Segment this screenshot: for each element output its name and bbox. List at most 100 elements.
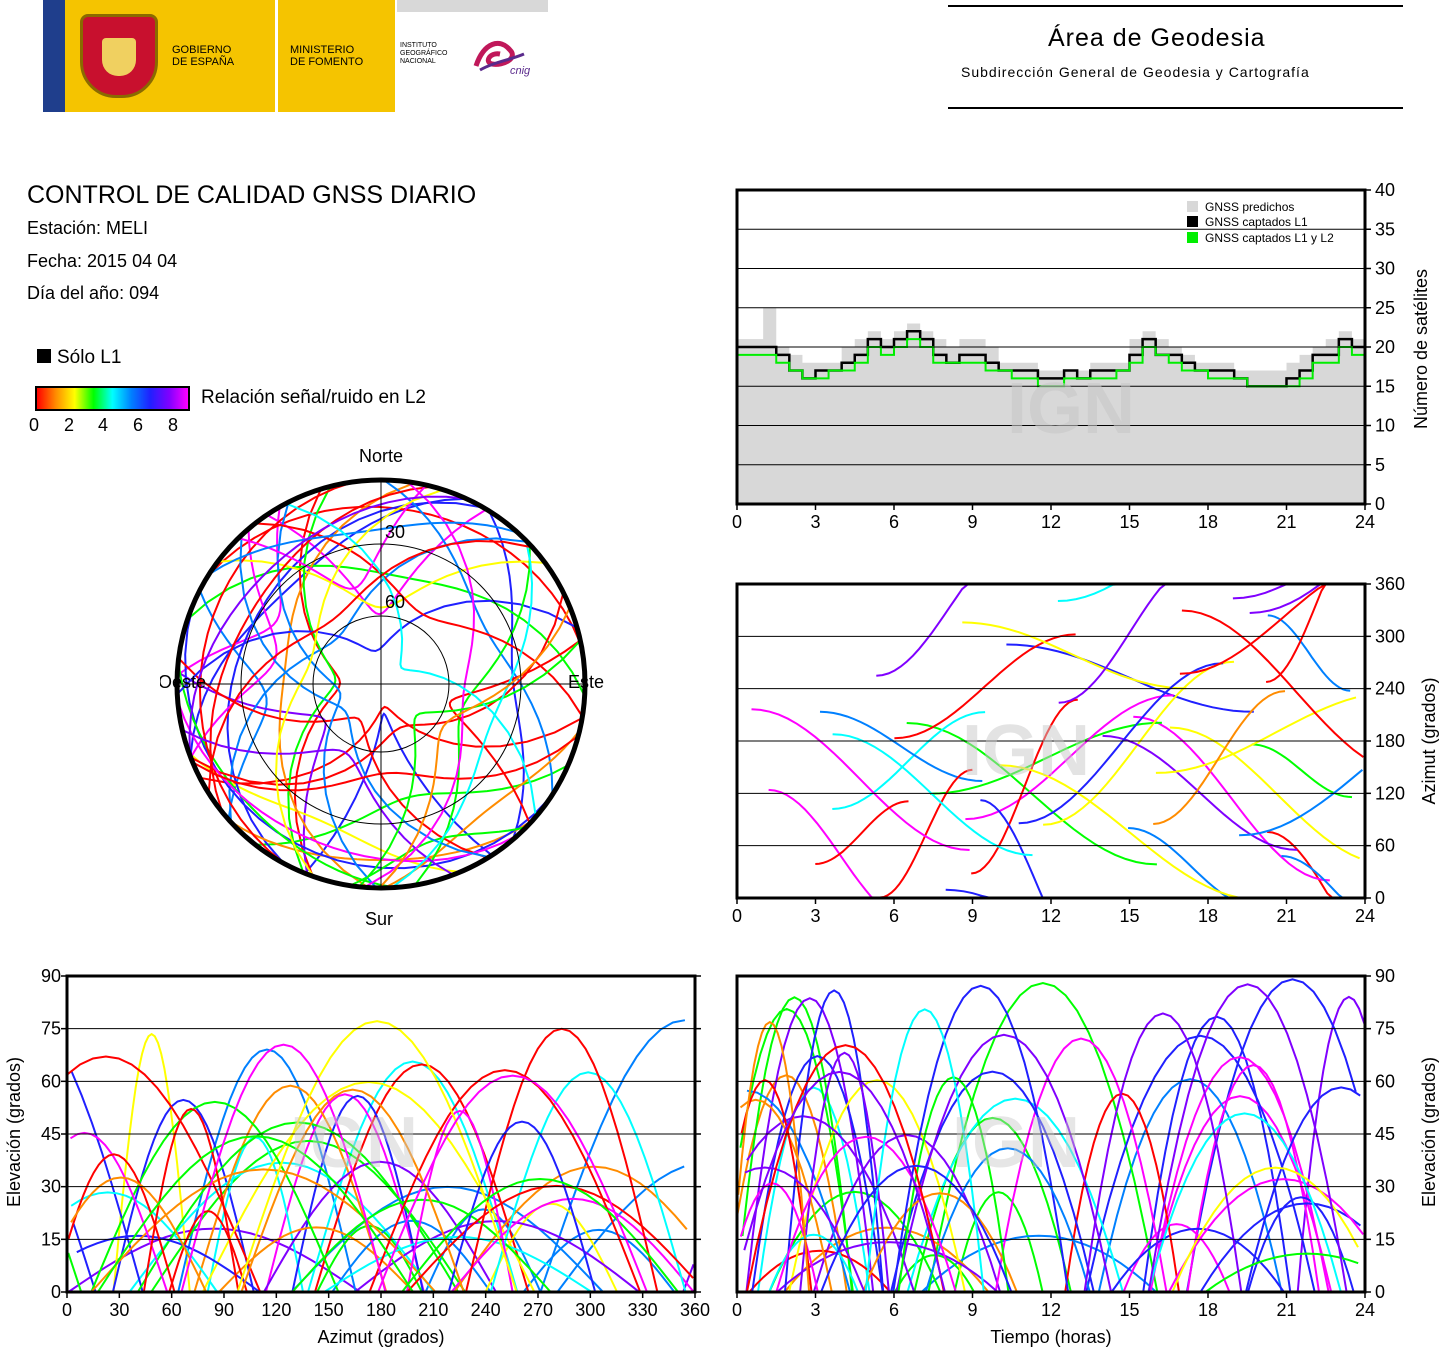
area-title: Área de Geodesia bbox=[1048, 24, 1266, 52]
satellite-elevation-track bbox=[1296, 995, 1366, 1293]
satellite-track bbox=[930, 721, 1162, 795]
azimuth-time-ticks: 0 60 120 180 240 300 360 0 3 6 9 12 15 18 21 24 bbox=[732, 574, 1405, 926]
skyplot-traces bbox=[176, 479, 586, 889]
satellite-skytrack bbox=[76, 1234, 261, 1293]
sat-count-legend: GNSS predichos GNSS captados L1 GNSS cap… bbox=[1187, 200, 1334, 245]
ministerio-logo-panel bbox=[278, 0, 395, 112]
skyplot-chart: Norte Sur Este Oeste 30 60 bbox=[160, 446, 604, 929]
elevation-time-ticks: 0 15 30 45 60 75 90 0 3 6 9 12 15 18 21 24 bbox=[732, 966, 1395, 1320]
satellite-polar-track bbox=[176, 670, 327, 875]
x-tick-label: 90 bbox=[214, 1300, 234, 1320]
legend-swatch-predicted bbox=[1187, 201, 1198, 212]
y-tick-label: 0 bbox=[1375, 1282, 1385, 1302]
satellite-elevation-track bbox=[864, 1008, 985, 1293]
satellite-track bbox=[1153, 690, 1286, 825]
satellite-elevation-track bbox=[1142, 1015, 1292, 1293]
satellite-polar-track bbox=[391, 540, 534, 889]
satellite-elevation-track bbox=[741, 996, 853, 1293]
satellite-elevation-track bbox=[1147, 1095, 1333, 1293]
azimuth-time-grid bbox=[737, 635, 1365, 847]
satellite-elevation-track bbox=[745, 1044, 945, 1293]
x-tick-label: 210 bbox=[418, 1300, 448, 1320]
satellite-skytrack bbox=[67, 1252, 83, 1293]
ministerio-text: MINISTERIO DE FOMENTO bbox=[290, 44, 364, 68]
satellite-elevation-track bbox=[1171, 1166, 1359, 1293]
x-tick-label: 0 bbox=[62, 1300, 72, 1320]
satellite-elevation-track bbox=[820, 1164, 1013, 1293]
satellite-elevation-track bbox=[1245, 1086, 1361, 1293]
satellite-elevation-track bbox=[924, 1147, 1091, 1293]
satellite-polar-track bbox=[177, 657, 488, 859]
satellite-track bbox=[971, 698, 1078, 875]
satellite-skytrack bbox=[368, 1069, 642, 1293]
x-tick-label: 24 bbox=[1355, 906, 1375, 926]
satellite-elevation-track bbox=[788, 1079, 966, 1293]
x-tick-label: 3 bbox=[810, 512, 820, 532]
satellite-polar-track bbox=[285, 502, 537, 817]
satellite-elevation-track bbox=[895, 1033, 1113, 1293]
x-tick-label: 9 bbox=[967, 906, 977, 926]
satellite-track bbox=[962, 621, 1187, 690]
satellite-track bbox=[1281, 855, 1362, 899]
satellite-elevation-track bbox=[890, 1070, 1095, 1293]
satellite-elevation-track bbox=[892, 984, 1070, 1293]
satellite-polar-track bbox=[176, 599, 578, 695]
satellite-track bbox=[751, 708, 970, 851]
satellite-polar-track bbox=[363, 480, 476, 889]
satellite-skytrack bbox=[236, 1020, 518, 1293]
satellite-track bbox=[1181, 609, 1364, 758]
satellite-skytrack bbox=[405, 1109, 514, 1293]
satellite-polar-track bbox=[226, 501, 484, 864]
satellite-skytrack bbox=[72, 1222, 97, 1293]
satellite-skytrack bbox=[70, 1191, 219, 1293]
y-tick-label: 300 bbox=[1375, 626, 1405, 646]
satellite-skytrack bbox=[377, 1074, 648, 1293]
satellite-polar-track bbox=[186, 564, 586, 697]
header-rule-top bbox=[948, 5, 1403, 7]
gobierno-text: GOBIERNO DE ESPAÑA bbox=[172, 44, 235, 68]
satellite-polar-track bbox=[414, 544, 531, 886]
satellite-skytrack bbox=[484, 1202, 619, 1293]
satellite-track bbox=[1133, 715, 1330, 882]
satellite-skytrack bbox=[112, 1032, 191, 1293]
satellite-skytrack bbox=[168, 1210, 248, 1293]
satellite-elevation-track bbox=[748, 1249, 891, 1293]
x-tick-label: 6 bbox=[889, 512, 899, 532]
satellite-skytrack bbox=[70, 1176, 208, 1293]
header-rule-bottom bbox=[948, 107, 1403, 109]
satellite-skytrack bbox=[291, 1094, 425, 1293]
satellite-skytrack bbox=[180, 1043, 387, 1293]
satellite-skytrack bbox=[67, 1153, 176, 1293]
elevation-azimuth-chart: IGN 0 15 30 45 60 75 90 0 30 60 90 120 150 180 210 240 2… bbox=[4, 966, 710, 1347]
satellite-polar-track bbox=[238, 484, 428, 590]
series-predicted-area bbox=[737, 307, 1365, 504]
y-tick-label: 15 bbox=[1375, 1229, 1395, 1249]
legend-label-l1: GNSS captados L1 bbox=[1205, 215, 1308, 229]
satellite-elevation-track bbox=[783, 1226, 990, 1293]
x-tick-label: 150 bbox=[314, 1300, 344, 1320]
elevation-time-traces bbox=[736, 978, 1366, 1293]
satellite-elevation-track bbox=[1147, 983, 1348, 1293]
y-tick-label: 360 bbox=[1375, 574, 1405, 594]
satellite-track bbox=[1267, 614, 1351, 692]
y-tick-label: 240 bbox=[1375, 679, 1405, 699]
satellite-track bbox=[965, 694, 1174, 821]
y-tick-label: 5 bbox=[1375, 455, 1385, 475]
x-tick-label: 24 bbox=[1355, 512, 1375, 532]
x-tick-label: 9 bbox=[967, 1300, 977, 1320]
sat-count-chart: IGN 0 5 10 15 20 25 30 35 40 0 3 6 9 12 15 18 21 24 GNSS … bbox=[732, 180, 1431, 532]
satellite-elevation-track bbox=[913, 1116, 1072, 1293]
satellite-track bbox=[1155, 696, 1357, 774]
satellite-elevation-track bbox=[1083, 1012, 1243, 1293]
satellite-track bbox=[1169, 726, 1360, 860]
elevation-azimuth-ticks: 0 15 30 45 60 75 90 0 30 60 90 120 150 180 210 240 270 30… bbox=[41, 966, 710, 1320]
satellite-elevation-track bbox=[768, 1233, 859, 1293]
skyplot-north-label: Norte bbox=[359, 446, 403, 466]
x-tick-label: 240 bbox=[471, 1300, 501, 1320]
y-tick-label: 60 bbox=[1375, 836, 1395, 856]
sat-count-grid bbox=[737, 228, 1365, 466]
x-tick-label: 270 bbox=[523, 1300, 553, 1320]
satellite-skytrack bbox=[142, 1107, 240, 1293]
y-tick-label: 25 bbox=[1375, 298, 1395, 318]
snr-tick: 0 bbox=[29, 415, 40, 435]
